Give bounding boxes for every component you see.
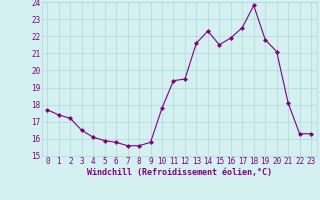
X-axis label: Windchill (Refroidissement éolien,°C): Windchill (Refroidissement éolien,°C) [87, 168, 272, 177]
